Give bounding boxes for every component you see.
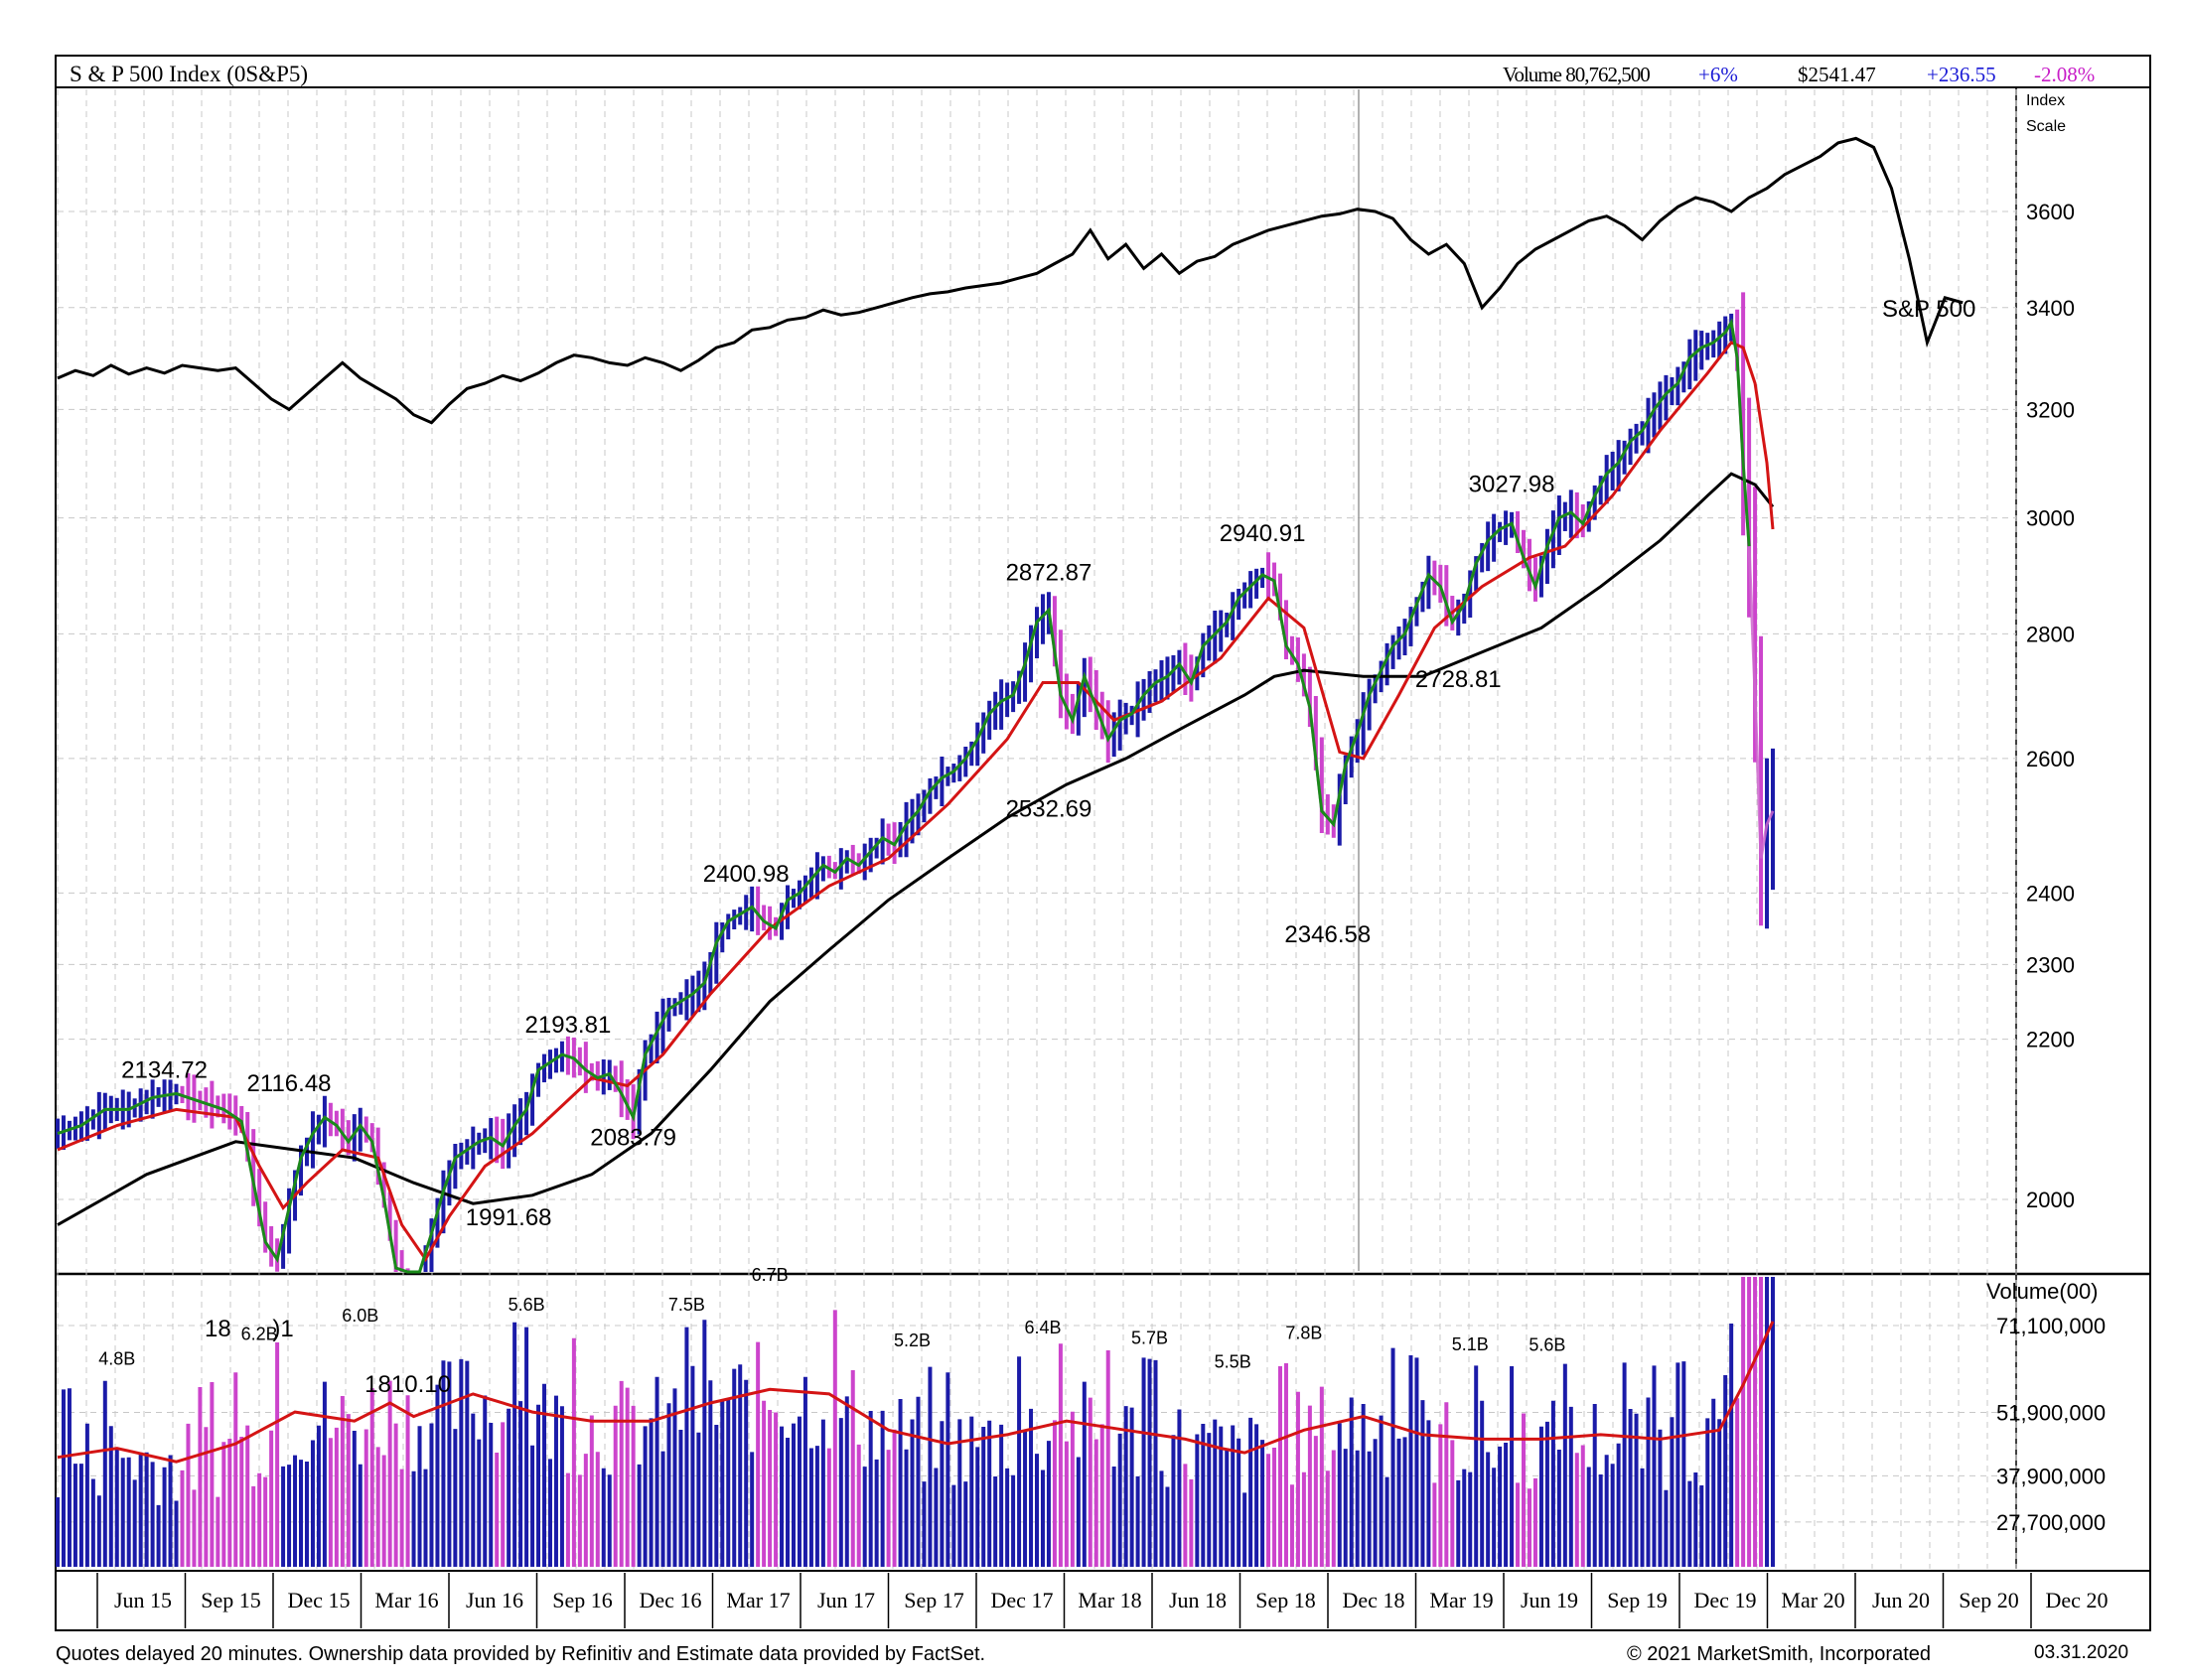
series-label-sp500: S&P 500 [1882, 296, 1975, 323]
volume-annotation: 5.2B [894, 1330, 931, 1350]
moving-average-lines [57, 136, 1964, 1464]
price-tick-label: 2600 [2026, 747, 2075, 771]
price-tick-label: 2400 [2026, 881, 2075, 906]
xaxis-label: Dec 18 [1343, 1588, 1405, 1612]
price-annotation: 2728.81 [1415, 666, 1502, 693]
price-annotation: 2083.79 [590, 1124, 676, 1151]
xaxis-label: Dec 19 [1694, 1588, 1757, 1612]
footer-copyright: © 2021 MarketSmith, Incorporated [1627, 1643, 1931, 1665]
volume-annotation: 6.7B [752, 1265, 789, 1285]
price-tick-label: 3600 [2026, 200, 2075, 224]
volume-annotation: 5.6B [509, 1295, 545, 1315]
price-tick-label: 3000 [2026, 506, 2075, 531]
volume-tick-label: 71,100,000 [1996, 1314, 2106, 1338]
xaxis-label: Sep 15 [201, 1588, 261, 1612]
footer-date: 03.31.2020 [2034, 1642, 2128, 1663]
price-bars [56, 292, 1775, 1272]
volume-average-line [57, 1321, 1775, 1464]
volume-annotation: 5.7B [1131, 1329, 1168, 1348]
volume-bars [56, 1277, 1775, 1567]
volume-annotation: 7.8B [1285, 1323, 1322, 1342]
price-tick-label: 2200 [2026, 1028, 2075, 1052]
price-annotation: 2872.87 [1006, 559, 1092, 586]
price-annotation: 2346.58 [1284, 921, 1371, 948]
header-change: +236.55 [1927, 63, 1996, 86]
price-annotation: 2532.69 [1006, 795, 1092, 822]
xaxis-label: Sep 18 [1255, 1588, 1316, 1612]
moving-average-mid [57, 341, 1775, 1263]
price-annotation: 2193.81 [525, 1012, 612, 1039]
xaxis-label: Sep 19 [1607, 1588, 1668, 1612]
xaxis-label: Mar 20 [1781, 1588, 1844, 1612]
xaxis-label: Jun 15 [114, 1588, 172, 1612]
xaxis-label: Jun 18 [1169, 1588, 1227, 1612]
xaxis-label: Dec 20 [2046, 1588, 2109, 1612]
volume-axis-title: Volume(00) [1986, 1279, 2099, 1304]
chart-labels: S&P 500 2134.72 2116.48 1991.68 2193.81 2083.… [98, 296, 1975, 1398]
xaxis-label: Sep 20 [1959, 1588, 2019, 1612]
price-tick-label: 2000 [2026, 1188, 2075, 1212]
xaxis-label: Dec 17 [991, 1588, 1054, 1612]
xaxis-label: Mar 17 [726, 1588, 790, 1612]
volume-annotation: 5.5B [1215, 1352, 1251, 1372]
volume-annotation: 6.2B [241, 1325, 278, 1344]
overlap-annotation: 1810.10 [364, 1371, 451, 1398]
volume-annotation: 4.8B [98, 1348, 135, 1368]
xaxis-label: Sep 16 [552, 1588, 613, 1612]
volume-annotation: 5.1B [1452, 1334, 1489, 1354]
volume-tick-label: 27,700,000 [1996, 1510, 2106, 1535]
xaxis-label: Dec 16 [640, 1588, 702, 1612]
xaxis-label: Mar 19 [1429, 1588, 1493, 1612]
footer-source: Quotes delayed 20 minutes. Ownership dat… [56, 1643, 985, 1665]
price-annotation: 3027.98 [1469, 472, 1555, 498]
xaxis-label: Jun 16 [466, 1588, 523, 1612]
price-annotation: 2116.48 [247, 1070, 332, 1097]
chart-frame [55, 55, 2151, 1631]
chart-title: S & P 500 Index (0S&P5) [70, 62, 308, 86]
header-volume-change: +6% [1698, 63, 1738, 86]
volume-annotation: 6.0B [342, 1306, 378, 1326]
xaxis-label: Mar 18 [1078, 1588, 1141, 1612]
price-annotation: 1991.68 [466, 1204, 552, 1231]
xaxis-label: Dec 15 [288, 1588, 351, 1612]
xaxis-label: Jun 20 [1872, 1588, 1930, 1612]
xaxis-label: Sep 17 [904, 1588, 964, 1612]
header-price: $2541.47 [1798, 63, 1876, 86]
price-tick-label: 2800 [2026, 622, 2075, 646]
volume-annotation: 6.4B [1024, 1318, 1061, 1337]
xaxis-label: Mar 16 [374, 1588, 438, 1612]
price-annotation: 2940.91 [1220, 520, 1306, 547]
header-volume: Volume 80,762,500 [1503, 63, 1650, 86]
price-annotation: 2134.72 [121, 1056, 208, 1083]
overlap-annotation: )1 [272, 1316, 293, 1342]
volume-annotation: 5.6B [1529, 1335, 1565, 1355]
volume-tick-label: 37,900,000 [1996, 1464, 2106, 1488]
xaxis-label: Jun 19 [1521, 1588, 1578, 1612]
moving-average-short [57, 318, 1751, 1274]
price-tick-label: 2300 [2026, 952, 2075, 977]
scale-label-1: Index [2026, 92, 2065, 109]
price-tick-label: 3200 [2026, 397, 2075, 422]
price-tick-label: 3400 [2026, 296, 2075, 321]
xaxis-label: Jun 17 [817, 1588, 875, 1612]
volume-tick-label: 51,900,000 [1996, 1401, 2106, 1426]
sp500-relative-line [57, 136, 1964, 425]
scale-label-2: Scale [2026, 118, 2066, 135]
volume-annotation: 7.5B [668, 1295, 705, 1315]
moving-average-long [57, 472, 1775, 1226]
price-annotation: 2400.98 [703, 861, 790, 888]
overlap-annotation: 18 [205, 1316, 231, 1342]
header-change-pct: -2.08% [2034, 63, 2095, 86]
